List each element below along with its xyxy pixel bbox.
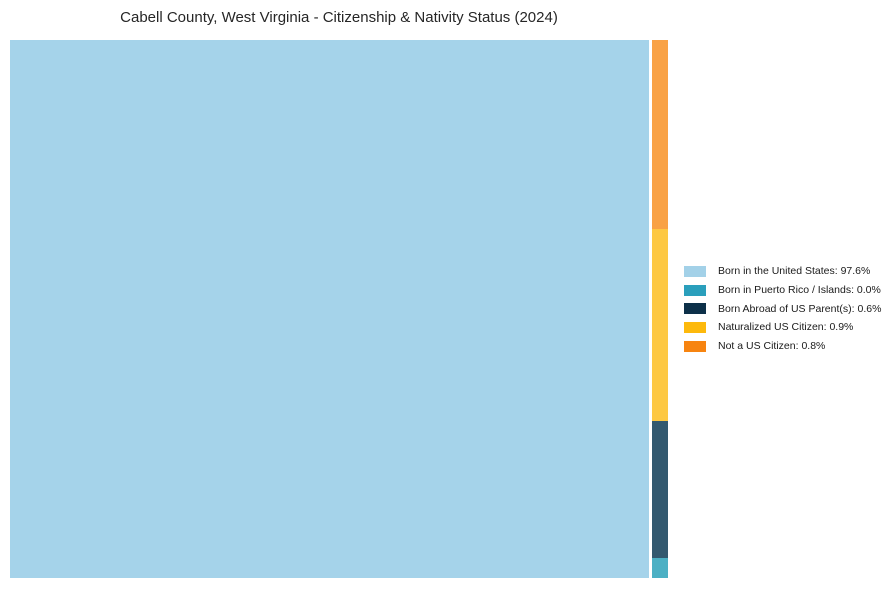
legend-item-naturalized-us-citizen: Naturalized US Citizen: 0.9% — [684, 318, 881, 337]
legend-item-born-in-the-united-states: Born in the United States: 97.6% — [684, 262, 881, 281]
chart-title: Cabell County, West Virginia - Citizensh… — [120, 9, 558, 26]
treemap-tile-born-in-puerto-rico-islands — [652, 558, 668, 578]
legend-item-born-in-puerto-rico-islands: Born in Puerto Rico / Islands: 0.0% — [684, 281, 881, 300]
legend-swatch-not-a-us-citizen — [684, 340, 706, 352]
legend-label: Naturalized US Citizen: 0.9% — [718, 321, 854, 334]
legend-label: Born in the United States: 97.6% — [718, 265, 871, 278]
treemap-tile-naturalized-us-citizen — [652, 229, 668, 421]
legend-item-not-a-us-citizen: Not a US Citizen: 0.8% — [684, 337, 881, 356]
treemap-tile-born-abroad-of-us-parent-s — [652, 421, 668, 558]
legend-swatch-naturalized-us-citizen — [684, 321, 706, 333]
treemap-tile-born-in-the-united-states — [10, 40, 649, 578]
legend-swatch-born-in-the-united-states — [684, 265, 706, 277]
treemap-tile-not-a-us-citizen — [652, 40, 668, 229]
legend-label: Not a US Citizen: 0.8% — [718, 340, 826, 353]
legend-label: Born Abroad of US Parent(s): 0.6% — [718, 302, 882, 315]
legend-swatch-born-abroad-of-us-parent-s — [684, 303, 706, 315]
legend: Born in the United States: 97.6% Born in … — [684, 262, 881, 355]
legend-label: Born in Puerto Rico / Islands: 0.0% — [718, 284, 881, 297]
legend-item-born-abroad-of-us-parent-s: Born Abroad of US Parent(s): 0.6% — [684, 299, 881, 318]
legend-swatch-born-in-puerto-rico-islands — [684, 284, 706, 296]
